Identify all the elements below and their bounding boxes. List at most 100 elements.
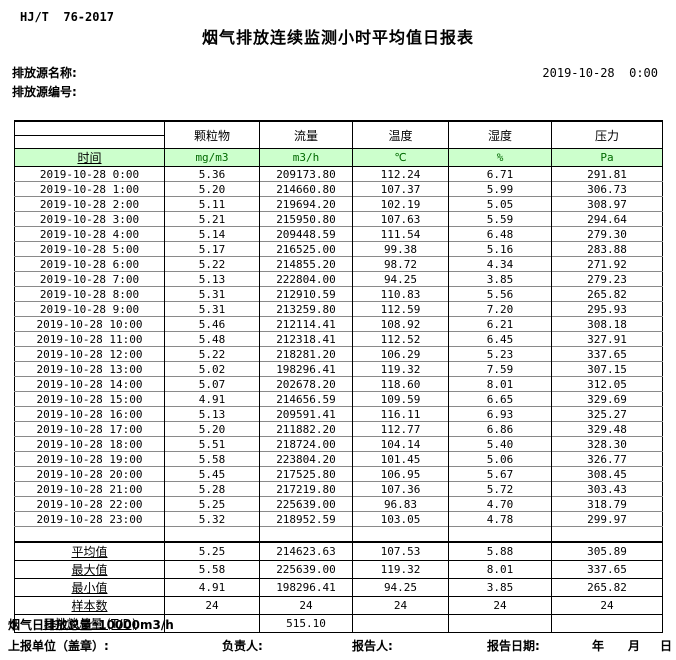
value-cell: 5.25 — [164, 496, 260, 512]
value-cell: 5.99 — [448, 181, 552, 197]
value-cell: 7.59 — [448, 361, 552, 377]
value-cell: 5.11 — [164, 196, 260, 212]
value-cell: 4.70 — [448, 496, 552, 512]
summary-value-cell: 4.91 — [164, 578, 260, 597]
value-cell: 5.56 — [448, 286, 552, 302]
table-row: 2019-10-28 20:00 5.45 217525.80 106.95 5.67 3… — [14, 466, 663, 482]
value-cell: 5.45 — [164, 466, 260, 482]
value-cell: 6.65 — [448, 391, 552, 407]
value-cell: 218281.20 — [259, 346, 353, 362]
table-row: 2019-10-28 13:00 5.02 198296.41 119.32 7.59 3… — [14, 361, 663, 377]
unit-humidity: % — [448, 148, 552, 167]
value-cell: 112.77 — [352, 421, 449, 437]
col-header-pressure: 压力 — [551, 121, 663, 149]
source-code-label: 排放源编号: — [12, 85, 77, 99]
summary-label: 最小值 — [14, 578, 165, 597]
value-cell: 213259.80 — [259, 301, 353, 317]
unit-particulate: mg/m3 — [164, 148, 260, 167]
time-header-blank-top — [15, 121, 165, 135]
value-cell: 295.93 — [551, 301, 663, 317]
value-cell: 5.20 — [164, 181, 260, 197]
summary-value-cell — [448, 614, 552, 633]
time-cell: 2019-10-28 22:00 — [14, 496, 165, 512]
value-cell: 209448.59 — [259, 226, 353, 242]
blank-cell — [259, 526, 353, 542]
value-cell: 326.77 — [551, 451, 663, 467]
standard-code: HJ/T 76-2017 — [20, 10, 114, 24]
summary-row: 日排放总量 (T/D) 515.10 — [14, 614, 663, 633]
value-cell: 329.69 — [551, 391, 663, 407]
table-row: 2019-10-28 4:00 5.14 209448.59 111.54 6.48 27… — [14, 226, 663, 242]
value-cell: 223804.20 — [259, 451, 353, 467]
summary-value-cell — [551, 614, 663, 633]
summary-value-cell — [164, 614, 260, 633]
table-row: 2019-10-28 11:00 5.48 212318.41 112.52 6.45 3… — [14, 331, 663, 347]
value-cell: 294.64 — [551, 211, 663, 227]
value-cell: 112.52 — [352, 331, 449, 347]
table-row: 2019-10-28 3:00 5.21 215950.80 107.63 5.59 29… — [14, 211, 663, 227]
summary-row: 平均值 5.25 214623.63 107.53 5.88 305.89 — [14, 541, 663, 561]
value-cell: 104.14 — [352, 436, 449, 452]
summary-label: 最大值 — [14, 560, 165, 579]
value-cell: 5.58 — [164, 451, 260, 467]
month-label: 月 — [628, 639, 641, 653]
table-row: 2019-10-28 15:00 4.91 214656.59 109.59 6.65 3… — [14, 391, 663, 407]
table-row: 2019-10-28 2:00 5.11 219694.20 102.19 5.05 30… — [14, 196, 663, 212]
day-label: 日 — [660, 639, 673, 653]
value-cell: 5.14 — [164, 226, 260, 242]
value-cell: 5.31 — [164, 286, 260, 302]
blank-cell — [352, 526, 449, 542]
value-cell: 4.91 — [164, 391, 260, 407]
value-cell: 211882.20 — [259, 421, 353, 437]
value-cell: 116.11 — [352, 406, 449, 422]
value-cell: 215950.80 — [259, 211, 353, 227]
value-cell: 5.40 — [448, 436, 552, 452]
value-cell: 5.22 — [164, 346, 260, 362]
value-cell: 6.21 — [448, 316, 552, 332]
value-cell: 5.51 — [164, 436, 260, 452]
value-cell: 3.85 — [448, 271, 552, 287]
value-cell: 279.30 — [551, 226, 663, 242]
time-header-blank-bottom — [14, 134, 165, 149]
summary-value-cell: 8.01 — [448, 560, 552, 579]
col-header-flow: 流量 — [259, 121, 353, 149]
table-row: 2019-10-28 17:00 5.20 211882.20 112.77 6.86 3… — [14, 421, 663, 437]
summary-row: 最小值 4.91 198296.41 94.25 3.85 265.82 — [14, 578, 663, 597]
summary-value-cell: 5.25 — [164, 541, 260, 561]
time-cell: 2019-10-28 5:00 — [14, 241, 165, 257]
value-cell: 271.92 — [551, 256, 663, 272]
summary-value-cell: 119.32 — [352, 560, 449, 579]
value-cell: 118.60 — [352, 376, 449, 392]
value-cell: 102.19 — [352, 196, 449, 212]
blank-cell — [164, 526, 260, 542]
value-cell: 308.97 — [551, 196, 663, 212]
value-cell: 5.21 — [164, 211, 260, 227]
value-cell: 198296.41 — [259, 361, 353, 377]
summary-value-cell — [352, 614, 449, 633]
time-cell: 2019-10-28 1:00 — [14, 181, 165, 197]
summary-value-cell: 24 — [164, 596, 260, 615]
table-header: 颗粒物 流量 温度 湿度 压力 时间 mg/m3 m3/h ℃ % Pa — [14, 121, 663, 167]
responsible-person-label: 负责人: — [222, 639, 263, 653]
time-cell: 2019-10-28 23:00 — [14, 511, 165, 527]
summary-label: 样本数 — [14, 596, 165, 615]
header-blank-row — [14, 134, 663, 149]
summary-row: 样本数 24 24 24 24 24 — [14, 596, 663, 615]
table-row: 2019-10-28 14:00 5.07 202678.20 118.60 8.01 3… — [14, 376, 663, 392]
value-cell: 312.05 — [551, 376, 663, 392]
summary-value-cell: 5.88 — [448, 541, 552, 561]
time-cell: 2019-10-28 21:00 — [14, 481, 165, 497]
value-cell: 103.05 — [352, 511, 449, 527]
time-cell: 2019-10-28 17:00 — [14, 421, 165, 437]
table-row: 2019-10-28 19:00 5.58 223804.20 101.45 5.06 3… — [14, 451, 663, 467]
table-row: 2019-10-28 6:00 5.22 214855.20 98.72 4.34 271… — [14, 256, 663, 272]
report-date-label: 报告日期: — [487, 639, 540, 653]
value-cell: 219694.20 — [259, 196, 353, 212]
unit-flow: m3/h — [259, 148, 353, 167]
summary-value-cell: 214623.63 — [259, 541, 353, 561]
time-cell: 2019-10-28 19:00 — [14, 451, 165, 467]
value-cell: 307.15 — [551, 361, 663, 377]
col-header-particulate: 颗粒物 — [164, 121, 260, 149]
value-cell: 337.65 — [551, 346, 663, 362]
table-row: 2019-10-28 23:00 5.32 218952.59 103.05 4.78 2… — [14, 511, 663, 527]
